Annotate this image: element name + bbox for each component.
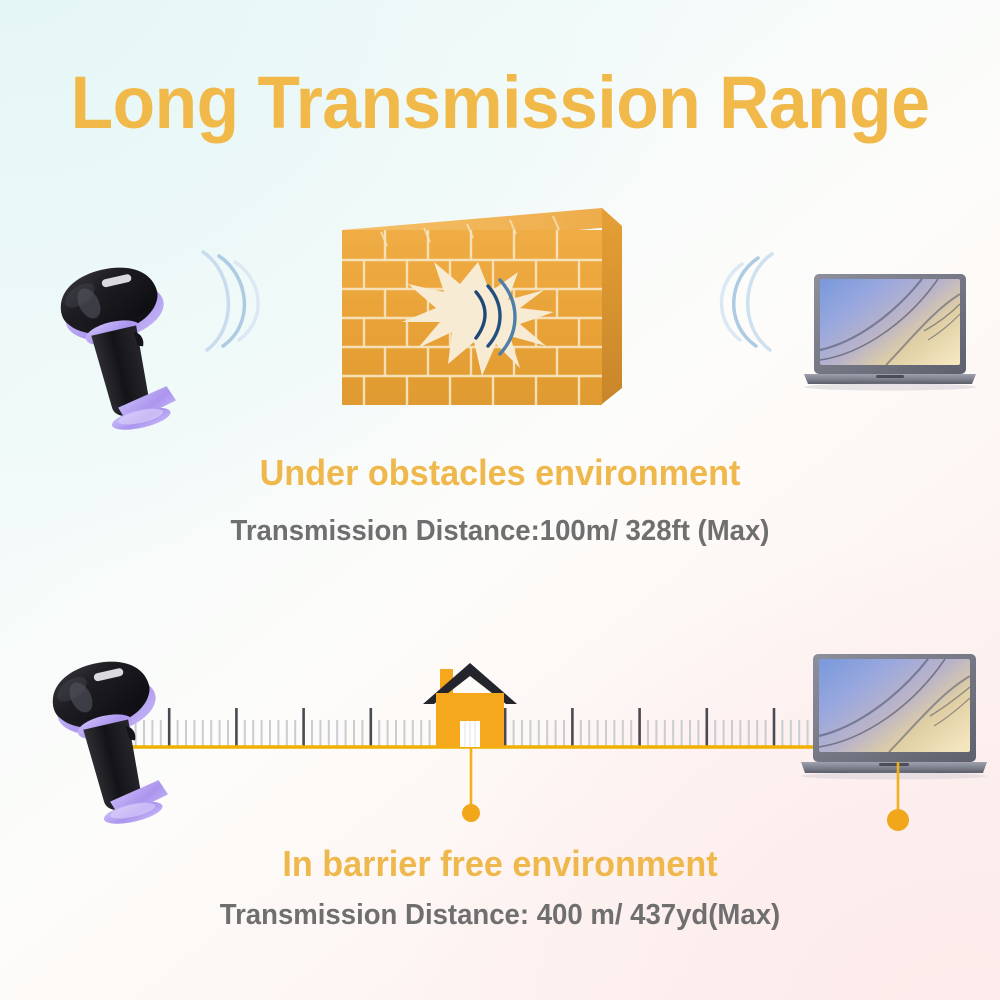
scanner-grip <box>83 719 142 811</box>
wall-side-face <box>602 208 622 404</box>
scanner-grip <box>91 325 150 417</box>
laptop-top <box>800 268 980 393</box>
pin-marker-laptop <box>884 762 912 838</box>
barcode-scanner-bottom <box>34 630 184 830</box>
scanner-window <box>93 668 124 682</box>
house-icon <box>418 655 522 751</box>
laptop-screen <box>820 279 960 365</box>
laptop-trackpad-notch <box>876 375 904 378</box>
scanner-trigger <box>125 726 136 741</box>
scanner-highlight <box>69 682 93 713</box>
laptop-base <box>804 374 976 384</box>
section-barrier-free-heading: In barrier free environment <box>282 843 718 884</box>
laptop-wallpaper-art <box>818 658 971 753</box>
laptop-wallpaper-art <box>819 278 961 366</box>
section-obstacles-subheading: Transmission Distance:100m/ 328ft (Max) <box>230 515 770 547</box>
scanner-highlight <box>77 288 101 319</box>
signal-burst-icon <box>402 262 554 376</box>
page-title: Long Transmission Range <box>70 61 930 144</box>
pin-dot <box>462 804 480 822</box>
section-barrier-free-subheading: Transmission Distance: 400 m/ 437yd(Max) <box>219 899 781 931</box>
laptop-trackpad-notch <box>879 763 909 766</box>
pin-marker-house <box>458 748 484 824</box>
signal-waves-right-icon <box>700 240 785 360</box>
scanner-trigger <box>133 332 144 347</box>
scanner-window <box>101 274 132 288</box>
barcode-scanner-top <box>42 236 192 436</box>
section-obstacles-heading: Under obstacles environment <box>259 452 741 493</box>
brick-wall-icon <box>330 200 630 425</box>
burst-signal-waves <box>474 278 517 356</box>
signal-waves-left-icon <box>193 240 273 360</box>
laptop-base <box>801 762 987 773</box>
laptop-shadow <box>801 772 987 780</box>
laptop-shadow <box>804 383 976 391</box>
pin-dot <box>887 809 909 831</box>
laptop-bottom <box>797 648 992 781</box>
laptop-screen <box>819 659 970 752</box>
